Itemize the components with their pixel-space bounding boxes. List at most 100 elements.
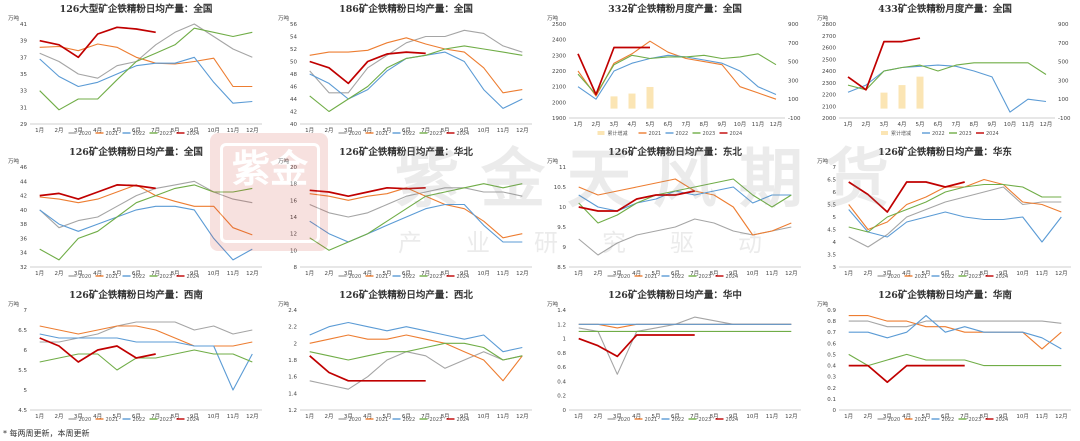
x-tick-label: 11月 <box>752 121 765 128</box>
y-tick-label: 1 <box>563 337 567 343</box>
y2-tick-label: 900 <box>1058 22 1069 28</box>
x-tick-label: 10月 <box>477 127 490 134</box>
y2-tick-label: 500 <box>1058 60 1069 66</box>
series-line-2023 <box>578 178 792 224</box>
x-tick-label: 7月 <box>690 270 699 277</box>
x-tick-label: 11月 <box>1022 121 1035 128</box>
chart-title: 126矿企铁精粉日均产量：华东 <box>878 146 1012 158</box>
y-tick-label: 2500 <box>822 57 836 63</box>
legend-label: 2021 <box>376 274 389 280</box>
y-tick-label: 8.5 <box>557 265 566 271</box>
x-tick-label: 11月 <box>227 270 240 277</box>
x-tick-label: 3月 <box>344 127 353 134</box>
legend-label: 2021 <box>106 417 119 423</box>
x-tick-label: 8月 <box>171 270 180 277</box>
legend-label: 2020 <box>79 131 92 137</box>
x-tick-label: 6月 <box>132 413 141 420</box>
x-tick-label: 11月 <box>497 127 510 134</box>
x-tick-label: 7月 <box>151 270 160 277</box>
chart-panel-12: 126矿企铁精粉日均产量：华南 万吨 0 0.1 0.2 0.3 0.4 0.5 0.6 0.7 0… <box>811 286 1079 426</box>
y-tick-label: 2100 <box>552 85 566 91</box>
legend-label: 2021 <box>915 274 928 280</box>
chart-title: 126矿企铁精粉日均产量：华北 <box>339 146 473 158</box>
x-tick-label: 7月 <box>690 413 699 420</box>
series-line-2020 <box>39 321 253 343</box>
y-tick-label: 2.2 <box>288 325 297 331</box>
y-tick-label: 1.8 <box>288 358 297 364</box>
y-tick-label: 14 <box>290 215 297 221</box>
y-tick-label: 56 <box>290 22 297 28</box>
y-tick-label: 5 <box>24 388 28 394</box>
y-tick-label: 0.2 <box>827 386 836 392</box>
x-tick-label: 5月 <box>113 127 122 134</box>
x-tick-label: 9月 <box>729 413 738 420</box>
x-tick-label: 3月 <box>880 121 889 128</box>
series-line-2022 <box>39 333 253 391</box>
y-tick-label: 2400 <box>822 69 836 75</box>
series-line-2022 <box>847 64 1047 113</box>
x-tick-label: 9月 <box>718 121 727 128</box>
series-line-2021 <box>577 40 777 100</box>
chart-panel-9: 126矿企铁精粉日均产量：西南 万吨 4.5 5 5.5 6 6.5 7 1月 2月 3月 4月 5月 6… <box>2 286 270 426</box>
y-axis-unit: 万吨 <box>8 14 20 22</box>
y-tick-label: 0.8 <box>557 351 566 357</box>
chart-panel-8: 126矿企铁精粉日均产量：华东 万吨 3 3.5 4 4.5 5 5.5 6 6.5 7 1月 2月 3月… <box>811 143 1079 283</box>
x-tick-label: 2月 <box>864 270 873 277</box>
x-tick-label: 11月 <box>227 127 240 134</box>
x-tick-label: 9月 <box>190 127 199 134</box>
series-line-2023 <box>309 183 523 251</box>
x-tick-label: 8月 <box>441 270 450 277</box>
y-axis-unit: 万吨 <box>8 300 20 308</box>
y-tick-label: 7 <box>833 165 837 171</box>
series-line-2023 <box>309 45 523 113</box>
y-tick-label: 38 <box>20 222 27 228</box>
series-line-2020 <box>578 316 792 375</box>
legend-label: 2023 <box>969 274 982 280</box>
y-axis-unit: 万吨 <box>817 14 829 22</box>
series-line-2024 <box>39 337 156 363</box>
x-tick-label: 7月 <box>960 270 969 277</box>
x-tick-label: 7月 <box>960 413 969 420</box>
y-tick-label: 46 <box>20 165 27 171</box>
x-tick-label: 12月 <box>246 127 259 134</box>
legend-label: 2023 <box>959 131 972 137</box>
x-tick-label: 8月 <box>980 270 989 277</box>
y-tick-label: 35 <box>20 72 27 78</box>
y-tick-label: 20 <box>290 165 297 171</box>
series-line-2021 <box>309 37 523 94</box>
x-tick-label: 6月 <box>402 270 411 277</box>
y-tick-label: 2600 <box>822 46 836 52</box>
series-line-2021 <box>578 178 792 236</box>
legend-label: 2023 <box>699 274 712 280</box>
y-tick-label: 42 <box>20 194 27 200</box>
y-tick-label: 18 <box>290 182 297 188</box>
x-tick-label: 12月 <box>246 270 259 277</box>
x-tick-label: 2月 <box>325 270 334 277</box>
x-tick-label: 12月 <box>1040 121 1053 128</box>
legend-label: 2024 <box>986 131 999 137</box>
series-line-2020 <box>578 218 792 256</box>
x-tick-label: 12月 <box>770 121 783 128</box>
x-tick-label: 6月 <box>941 413 950 420</box>
x-tick-label: 11月 <box>766 413 779 420</box>
y-tick-label: 2200 <box>822 93 836 99</box>
x-tick-label: 9月 <box>460 270 469 277</box>
x-tick-label: 8月 <box>980 413 989 420</box>
series-line-2023 <box>309 342 523 361</box>
series-line-2022 <box>848 315 1062 350</box>
legend-label: 2020 <box>888 274 901 280</box>
y-tick-label: 4.5 <box>18 408 27 414</box>
x-tick-label: 5月 <box>383 270 392 277</box>
series-line-2020 <box>309 187 523 218</box>
series-line-2024 <box>578 334 695 358</box>
x-tick-label: 10月 <box>207 127 220 134</box>
legend-label: 2022 <box>942 274 955 280</box>
y-tick-label: 1.4 <box>557 308 566 314</box>
series-line-2021 <box>309 187 523 239</box>
x-tick-label: 10月 <box>477 413 490 420</box>
y-tick-label: 2100 <box>822 104 836 110</box>
y-tick-label: 0.6 <box>557 365 566 371</box>
